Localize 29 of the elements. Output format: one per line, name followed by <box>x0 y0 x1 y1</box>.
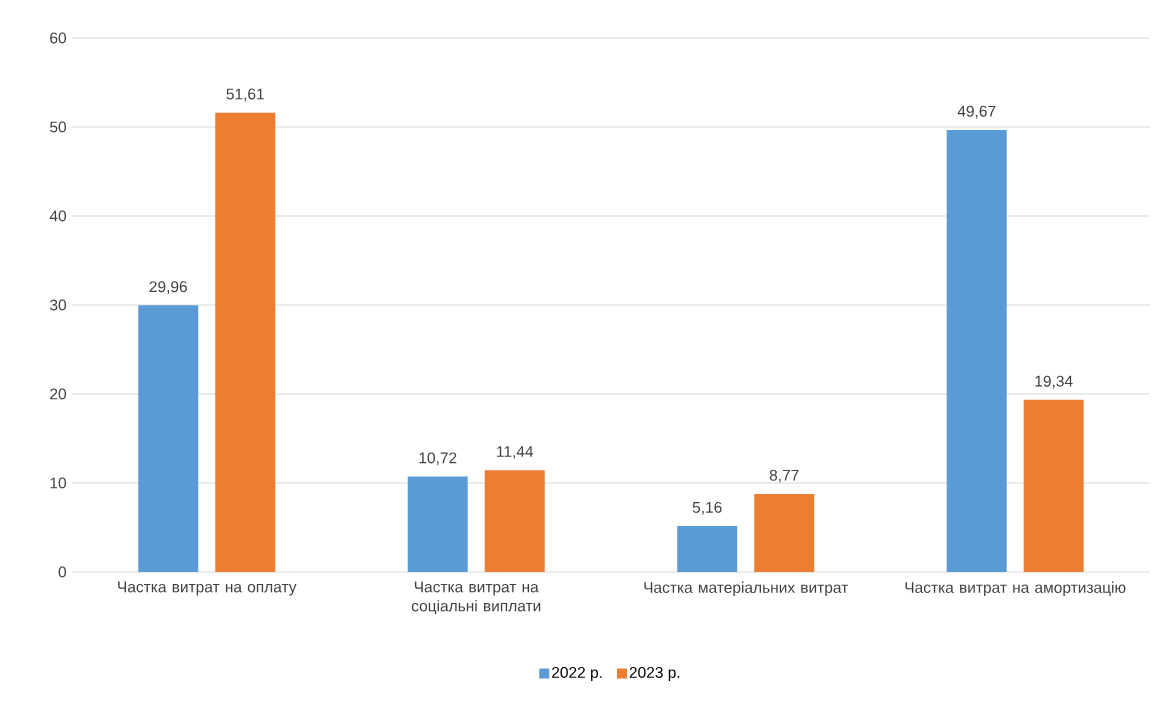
y-tick-label: 0 <box>58 566 67 578</box>
data-label: 51,61 <box>226 88 264 102</box>
y-tick-label: 40 <box>49 210 67 222</box>
bar <box>138 305 199 572</box>
bar <box>946 129 1007 572</box>
data-label: 8,77 <box>769 469 799 483</box>
bar <box>677 526 738 572</box>
y-tick-label: 60 <box>50 32 67 44</box>
data-label: 29,96 <box>149 281 187 294</box>
y-tick-label: 10 <box>50 477 67 489</box>
legend-label: 2022 р. <box>552 666 602 681</box>
y-tick-label: 50 <box>50 121 67 133</box>
legend-label: 2023 р. <box>629 666 680 681</box>
bar <box>407 476 468 572</box>
y-tick-label: 20 <box>50 388 67 400</box>
bar <box>1023 399 1084 572</box>
data-label: 49,67 <box>957 105 996 119</box>
bar <box>484 470 545 572</box>
data-label: 19,34 <box>1035 375 1073 389</box>
bar <box>754 493 815 572</box>
x-tick-label: Частка матеріальних витрат <box>644 581 849 597</box>
x-tick-label: Частка витрат на соціальні виплати <box>411 581 541 615</box>
x-tick-label: Частка витрат на амортизацію <box>905 581 1126 597</box>
x-tick-label: Частка витрат на оплату <box>118 581 297 596</box>
data-label: 5,16 <box>692 501 722 515</box>
bar <box>215 112 276 572</box>
data-label: 11,44 <box>497 446 534 459</box>
data-label: 10,72 <box>419 452 457 466</box>
y-tick-label: 30 <box>50 299 67 311</box>
